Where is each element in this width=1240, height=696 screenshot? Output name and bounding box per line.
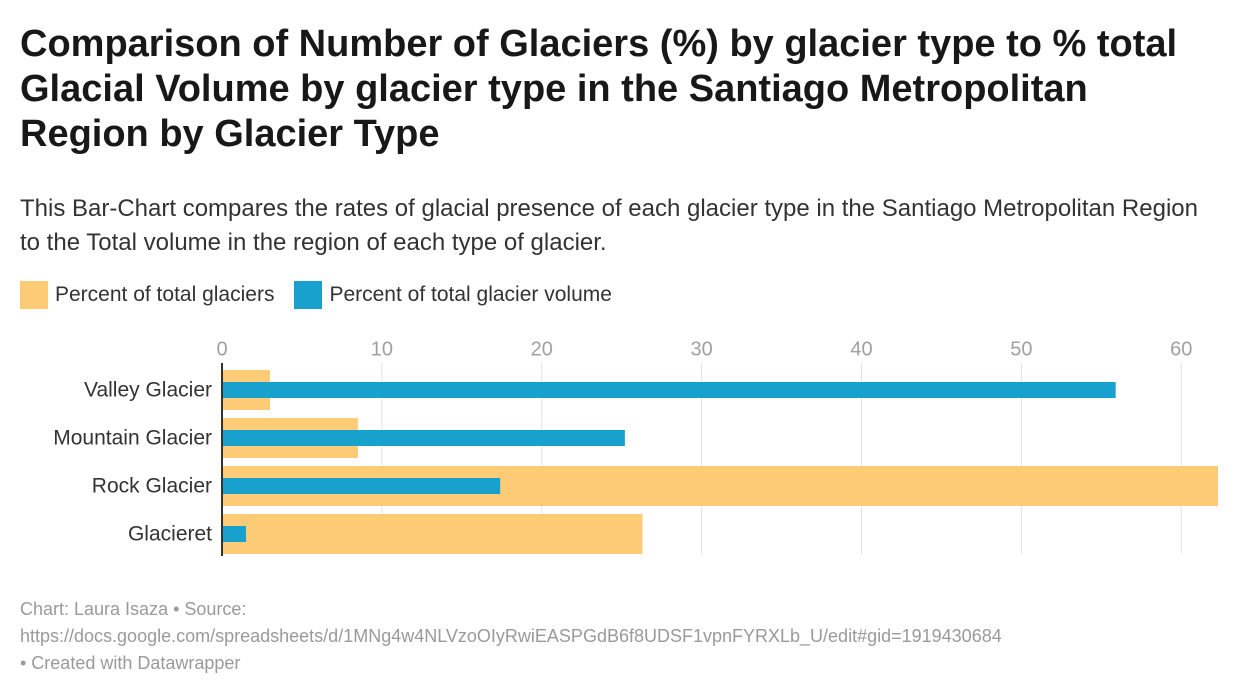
footer-credit: Chart: Laura Isaza • Source: [20,599,247,619]
bar-percent-glaciers [222,514,643,554]
legend: Percent of total glaciers Percent of tot… [20,281,632,309]
category-label: Glacieret [128,523,212,546]
legend-item-glaciers: Percent of total glaciers [20,281,274,309]
chart-footer: Chart: Laura Isaza • Source: https://doc… [20,596,1230,677]
footer-created-with: • Created with Datawrapper [20,653,241,673]
legend-label-glaciers: Percent of total glaciers [55,283,275,306]
x-tick-label: 50 [1010,338,1032,360]
x-tick-label: 60 [1170,338,1192,360]
category-label: Mountain Glacier [53,427,212,450]
x-tick-label: 30 [690,338,712,360]
bar-percent-volume [222,526,246,542]
bar-chart: 0 10 20 30 40 50 60 Valley Glacier Mountain Glac… [53,338,1218,556]
chart-subtitle: This Bar-Chart compares the rates of gla… [20,195,1198,256]
x-tick-label: 0 [216,338,227,360]
chart-title: Comparison of Number of Glaciers (%) by … [20,23,1178,155]
bar-percent-volume [222,478,501,494]
x-tick-label: 20 [531,338,553,360]
footer-source-link[interactable]: https://docs.google.com/spreadsheets/d/1… [20,626,1002,646]
legend-label-volume: Percent of total glacier volume [329,283,612,306]
category-label: Rock Glacier [92,475,212,498]
bar-percent-volume [222,382,1116,398]
legend-item-volume: Percent of total glacier volume [294,281,612,309]
legend-swatch-glaciers [20,281,48,309]
x-tick-label: 10 [371,338,393,360]
x-tick-label: 40 [850,338,872,360]
bar-percent-volume [222,430,625,446]
legend-swatch-volume [294,281,323,309]
category-label: Valley Glacier [84,379,212,402]
